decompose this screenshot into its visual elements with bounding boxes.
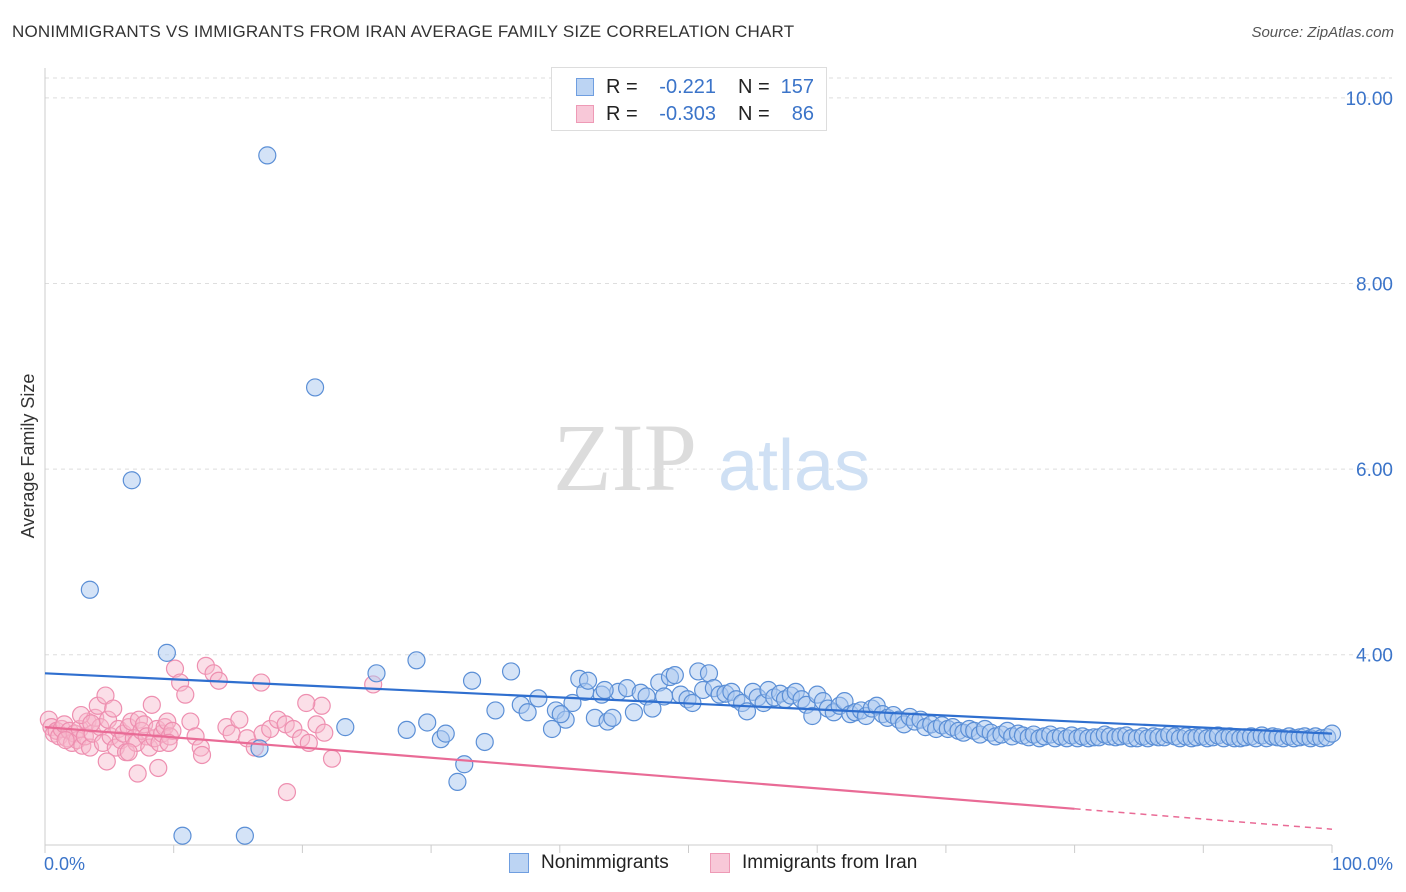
data-point-nonimmigrants bbox=[529, 689, 548, 708]
data-point-nonimmigrants bbox=[397, 720, 416, 740]
data-point-immigrants bbox=[284, 719, 303, 739]
y-axis-label: Average Family Size bbox=[18, 374, 38, 539]
data-point-immigrants bbox=[230, 710, 249, 729]
data-point-immigrants bbox=[277, 782, 297, 802]
data-point-nonimmigrants bbox=[518, 703, 537, 722]
legend-n-value: 157 bbox=[780, 75, 814, 98]
watermark-zip: ZIP bbox=[553, 404, 697, 511]
data-point-immigrants bbox=[82, 714, 101, 733]
data-point-immigrants bbox=[312, 696, 331, 715]
legend-n-label: N = bbox=[738, 75, 770, 98]
data-point-immigrants bbox=[119, 743, 138, 762]
data-point-immigrants bbox=[315, 723, 334, 742]
data-point-immigrants bbox=[140, 738, 159, 757]
legend-swatch-blue bbox=[509, 853, 529, 873]
data-point-nonimmigrants bbox=[475, 732, 494, 752]
data-point-nonimmigrants bbox=[122, 471, 141, 490]
chart-source: Source: ZipAtlas.com bbox=[1251, 24, 1394, 41]
data-point-nonimmigrants bbox=[643, 699, 662, 718]
tick-labels: 4.00 6.00 8.00 10.00 0.0% 100.0% bbox=[44, 89, 1393, 874]
series-immigrants-from-iran bbox=[39, 656, 383, 802]
trend-line-immigrants bbox=[44, 726, 1075, 810]
trend-lines bbox=[44, 672, 1333, 830]
data-point-nonimmigrants bbox=[603, 708, 622, 727]
data-point-nonimmigrants bbox=[80, 580, 99, 599]
data-point-immigrants bbox=[56, 731, 75, 750]
data-point-immigrants bbox=[186, 727, 205, 746]
data-point-nonimmigrants bbox=[436, 724, 455, 743]
legend-item-immigrants[interactable]: Immigrants from Iran bbox=[710, 852, 917, 874]
data-point-nonimmigrants bbox=[803, 706, 822, 726]
data-point-immigrants bbox=[158, 712, 177, 731]
data-point-nonimmigrants bbox=[418, 713, 437, 732]
chart-title: NONIMMIGRANTS VS IMMIGRANTS FROM IRAN AV… bbox=[12, 22, 795, 41]
legend-swatch-pink bbox=[710, 853, 730, 873]
data-point-nonimmigrants bbox=[665, 666, 684, 685]
data-point-immigrants bbox=[192, 745, 212, 765]
data-point-immigrants bbox=[171, 673, 190, 692]
legend-row-immigrants: R = -0.303 N = 86 bbox=[576, 101, 814, 127]
legend-r-label: R = bbox=[606, 75, 638, 98]
data-point-nonimmigrants bbox=[157, 643, 176, 662]
data-point-immigrants bbox=[97, 752, 116, 771]
trend-line-nonimmigrants bbox=[44, 672, 1333, 735]
data-point-nonimmigrants bbox=[305, 378, 325, 397]
data-point-immigrants bbox=[142, 695, 161, 714]
data-point-nonimmigrants bbox=[551, 705, 570, 724]
legend-n-label: N = bbox=[738, 102, 770, 125]
data-point-nonimmigrants bbox=[336, 718, 355, 737]
legend-r-label: R = bbox=[606, 102, 638, 125]
data-point-nonimmigrants bbox=[578, 671, 598, 690]
x-tick-label-max: 100.0% bbox=[1332, 854, 1393, 874]
series-legend: Nonimmigrants Immigrants from Iran bbox=[0, 852, 1406, 878]
legend-swatch-blue bbox=[576, 78, 594, 96]
series-nonimmigrants bbox=[80, 146, 1342, 845]
data-point-nonimmigrants bbox=[407, 651, 426, 670]
trend-line-immigrants-extension bbox=[1074, 808, 1333, 830]
y-tick-label: 4.00 bbox=[1356, 646, 1393, 667]
data-point-nonimmigrants bbox=[258, 146, 277, 165]
data-point-immigrants bbox=[297, 693, 316, 713]
data-point-nonimmigrants bbox=[462, 671, 482, 690]
legend-row-nonimmigrants: R = -0.221 N = 157 bbox=[576, 74, 814, 100]
correlation-legend: R = -0.221 N = 157 R = -0.303 N = 86 bbox=[551, 67, 827, 131]
data-point-immigrants bbox=[149, 758, 168, 778]
data-point-nonimmigrants bbox=[542, 719, 562, 739]
data-point-immigrants bbox=[104, 699, 123, 718]
legend-r-value: -0.221 bbox=[659, 75, 716, 98]
data-point-nonimmigrants bbox=[595, 680, 614, 700]
watermark-atlas: atlas bbox=[718, 426, 870, 506]
legend-n-value: 86 bbox=[791, 102, 814, 125]
data-point-nonimmigrants bbox=[448, 772, 467, 791]
legend-label-nonimmigrants: Nonimmigrants bbox=[541, 852, 669, 873]
data-point-nonimmigrants bbox=[367, 664, 386, 683]
data-point-immigrants bbox=[128, 764, 147, 783]
data-point-immigrants bbox=[196, 656, 215, 675]
data-point-nonimmigrants bbox=[455, 755, 474, 774]
data-point-nonimmigrants bbox=[250, 739, 269, 758]
y-tick-label: 10.00 bbox=[1345, 89, 1393, 110]
watermark: ZIP atlas bbox=[553, 404, 870, 511]
data-point-immigrants bbox=[322, 749, 342, 768]
data-point-nonimmigrants bbox=[501, 662, 521, 681]
data-point-nonimmigrants bbox=[235, 826, 254, 845]
legend-r-value: -0.303 bbox=[659, 102, 716, 125]
legend-swatch-pink bbox=[576, 105, 594, 123]
data-point-immigrants bbox=[159, 733, 178, 753]
data-point-immigrants bbox=[165, 659, 185, 678]
gridlines bbox=[45, 77, 1392, 656]
x-tick-label-min: 0.0% bbox=[44, 854, 85, 874]
data-point-immigrants bbox=[176, 685, 195, 704]
legend-item-nonimmigrants[interactable]: Nonimmigrants bbox=[509, 852, 669, 874]
data-point-immigrants bbox=[163, 721, 182, 740]
y-tick-label: 6.00 bbox=[1356, 460, 1393, 481]
data-point-nonimmigrants bbox=[486, 701, 505, 720]
legend-label-immigrants: Immigrants from Iran bbox=[742, 852, 918, 873]
y-tick-label: 8.00 bbox=[1356, 274, 1393, 295]
data-point-nonimmigrants bbox=[624, 703, 644, 722]
data-point-immigrants bbox=[88, 696, 107, 715]
axes bbox=[44, 68, 1333, 853]
data-point-nonimmigrants bbox=[173, 826, 192, 845]
